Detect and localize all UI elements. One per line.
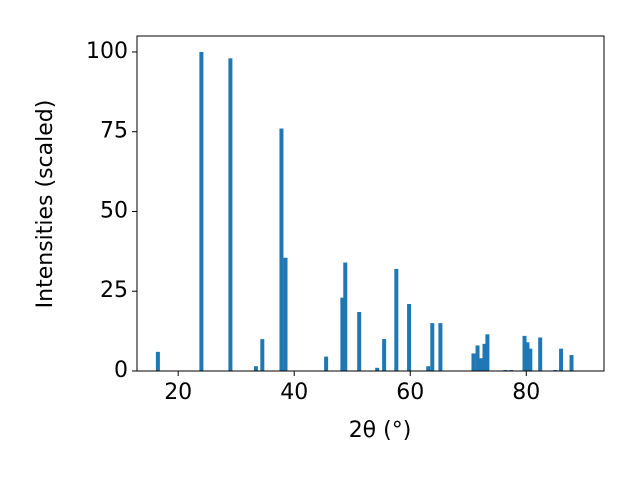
bar	[522, 335, 527, 371]
bar	[485, 334, 490, 371]
x-tick-label: 80	[512, 380, 540, 405]
bar	[569, 355, 574, 371]
bar	[559, 348, 564, 371]
bar	[482, 343, 487, 371]
bar	[228, 58, 233, 371]
bar	[525, 342, 530, 371]
bar	[407, 304, 412, 371]
bar	[324, 356, 329, 371]
y-tick-label: 0	[114, 358, 128, 383]
bar	[394, 268, 399, 371]
bar	[343, 262, 348, 371]
bar	[279, 128, 284, 371]
x-axis-label: 2θ (°)	[349, 418, 412, 443]
plot-frame	[136, 35, 605, 372]
y-tick-label: 50	[100, 198, 128, 223]
bar	[357, 311, 362, 371]
bar	[283, 257, 288, 371]
x-tick-label: 20	[164, 380, 192, 405]
bar	[375, 367, 380, 371]
bar	[528, 348, 533, 371]
y-tick-label: 25	[100, 278, 128, 303]
bar	[155, 351, 160, 371]
bar	[426, 366, 431, 371]
y-axis-label: Intensities (scaled)	[33, 100, 58, 309]
bar	[340, 297, 345, 371]
x-tick-label: 60	[396, 380, 424, 405]
bar	[430, 323, 435, 371]
bar	[253, 366, 258, 371]
bar	[260, 339, 265, 371]
bar	[471, 353, 476, 371]
bar	[538, 337, 543, 371]
bar	[199, 51, 204, 371]
bar	[475, 345, 480, 371]
x-tick-label: 40	[280, 380, 308, 405]
bar	[479, 358, 484, 371]
y-tick-label: 75	[100, 119, 128, 144]
bar	[382, 339, 387, 371]
bar	[438, 323, 443, 371]
y-tick-label: 100	[86, 39, 128, 64]
